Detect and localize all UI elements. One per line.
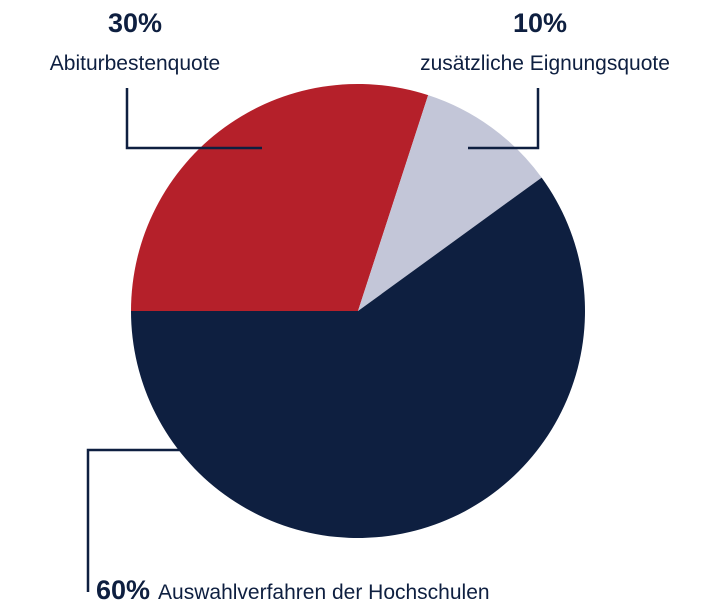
slice-caption: 60% Auswahlverfahren der Hochschulen xyxy=(96,575,490,605)
slice-percent: 10% xyxy=(513,8,567,38)
slice-label: Auswahlverfahren der Hochschulen xyxy=(158,581,490,604)
leader-line xyxy=(86,448,180,592)
slice-percent: 60% xyxy=(96,575,150,605)
slice-label: Abiturbestenquote xyxy=(50,52,220,75)
pie-slice xyxy=(131,83,429,312)
slice-label: zusätzliche Eignungsquote xyxy=(420,52,670,75)
slice-percent: 30% xyxy=(108,8,162,38)
leader-line xyxy=(125,88,262,150)
leader-line xyxy=(468,88,540,150)
pie-slice xyxy=(130,177,585,538)
